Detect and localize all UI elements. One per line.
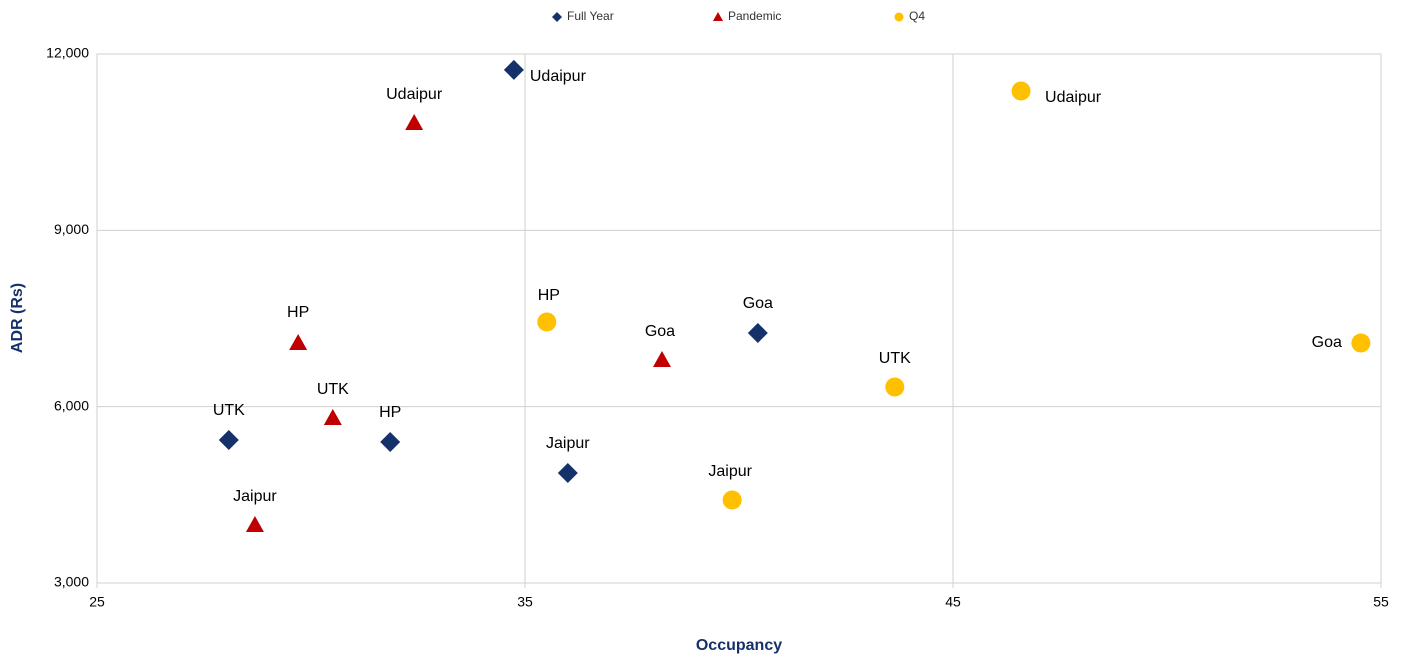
point-label: HP — [287, 304, 309, 321]
legend-marker — [552, 12, 562, 22]
legend-label: Q4 — [909, 9, 925, 23]
y-tick-label: 6,000 — [54, 397, 89, 413]
point-label: Jaipur — [708, 463, 752, 480]
legend-marker — [713, 12, 723, 21]
point-label: UTK — [879, 350, 911, 367]
x-tick-label: 45 — [945, 594, 961, 610]
point — [1011, 81, 1031, 101]
legend-label: Full Year — [567, 9, 614, 23]
point-label: HP — [538, 287, 560, 304]
x-tick-label: 25 — [89, 594, 105, 610]
point-label: UTK — [317, 381, 349, 398]
point-label: Udaipur — [530, 68, 587, 85]
point-label: Goa — [1312, 334, 1342, 351]
point — [747, 322, 768, 343]
point — [218, 429, 239, 450]
point-label: Jaipur — [546, 435, 590, 452]
point — [503, 59, 524, 80]
point — [537, 312, 557, 332]
x-tick-label: 35 — [517, 594, 533, 610]
point — [557, 462, 578, 483]
point-label: Goa — [645, 323, 675, 340]
point-label: Jaipur — [233, 488, 277, 505]
point-label: Goa — [743, 295, 773, 312]
legend-marker — [894, 12, 904, 22]
point — [1351, 333, 1371, 353]
x-tick-label: 55 — [1373, 594, 1389, 610]
y-axis-title: ADR (Rs) — [9, 283, 26, 353]
y-tick-label: 12,000 — [46, 45, 89, 61]
y-tick-label: 9,000 — [54, 221, 89, 237]
point — [380, 431, 401, 452]
point-label: HP — [379, 404, 401, 421]
point-label: Udaipur — [1045, 89, 1102, 106]
point — [323, 409, 342, 426]
point — [885, 377, 905, 397]
point — [245, 515, 264, 532]
point-label: UTK — [213, 402, 245, 419]
legend-label: Pandemic — [728, 9, 781, 23]
point — [652, 350, 671, 367]
x-axis-title: Occupancy — [696, 637, 782, 654]
point — [289, 334, 308, 351]
point — [722, 490, 742, 510]
point — [405, 114, 424, 131]
point-label: Udaipur — [386, 86, 443, 103]
y-tick-label: 3,000 — [54, 574, 89, 590]
